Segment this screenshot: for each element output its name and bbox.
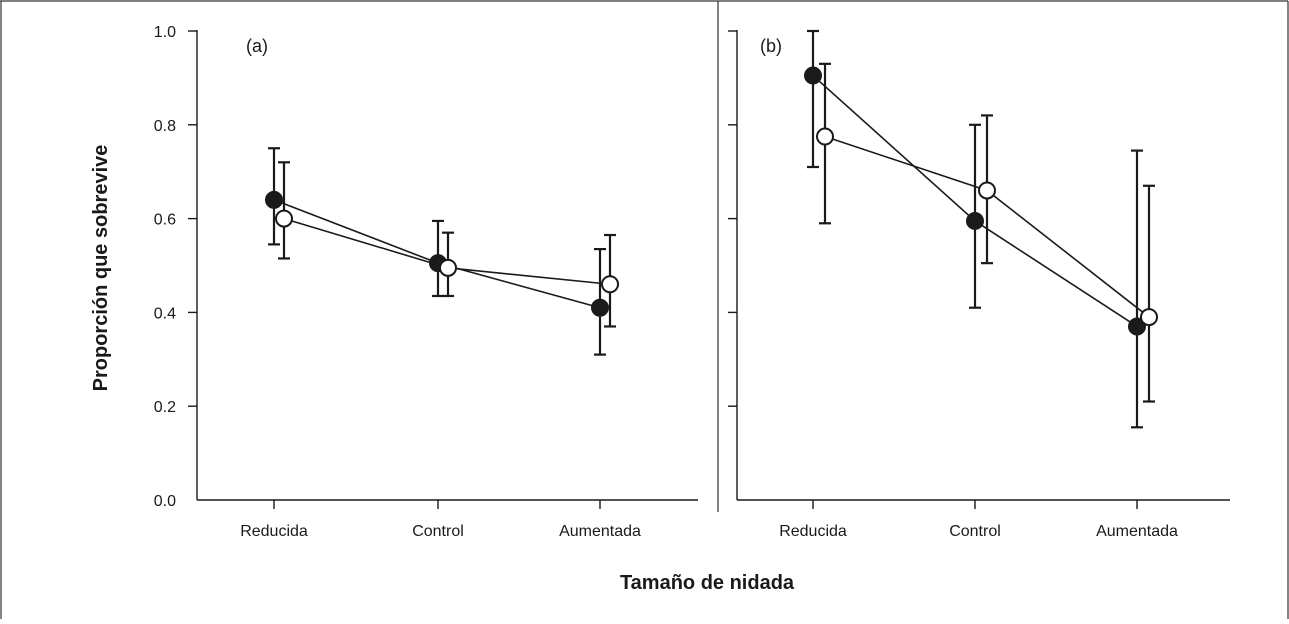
data-point xyxy=(275,209,293,228)
x-tick-label: Aumentada xyxy=(559,523,641,540)
y-axis-title: Proporción que sobrevive xyxy=(90,145,112,392)
data-point xyxy=(816,127,834,146)
data-point xyxy=(1140,308,1158,327)
x-axis-title: Tamaño de nidada xyxy=(620,572,795,594)
y-tick-label: 0.4 xyxy=(154,305,176,322)
y-tick-label: 0.6 xyxy=(154,212,176,229)
data-point xyxy=(978,181,996,200)
data-point xyxy=(1128,317,1146,336)
data-point xyxy=(439,258,457,277)
x-tick-label: Reducida xyxy=(240,523,308,540)
data-point xyxy=(804,66,822,85)
x-tick-label: Control xyxy=(412,523,464,540)
data-point xyxy=(265,190,283,209)
y-tick-label: 0.0 xyxy=(154,493,176,510)
data-point xyxy=(601,275,619,294)
panel-1: Reducida Control Aumentada (b) xyxy=(728,29,1230,540)
y-tick-label: 0.8 xyxy=(154,118,176,135)
x-tick-label: Control xyxy=(949,523,1001,540)
panel-0: 0.0 0.2 0.4 0.6 0.8 1.0 Reducida Control Aumenta… xyxy=(154,24,698,540)
y-tick-label: 1.0 xyxy=(154,24,176,41)
x-tick-label: Aumentada xyxy=(1096,523,1178,540)
panel-label: (b) xyxy=(760,36,782,56)
data-point xyxy=(966,211,984,230)
y-tick-label: 0.2 xyxy=(154,399,176,416)
x-tick-label: Reducida xyxy=(779,523,847,540)
data-point xyxy=(591,298,609,317)
panel-label: (a) xyxy=(246,36,268,56)
panels: 0.0 0.2 0.4 0.6 0.8 1.0 Reducida Control Aumenta… xyxy=(154,24,1230,540)
